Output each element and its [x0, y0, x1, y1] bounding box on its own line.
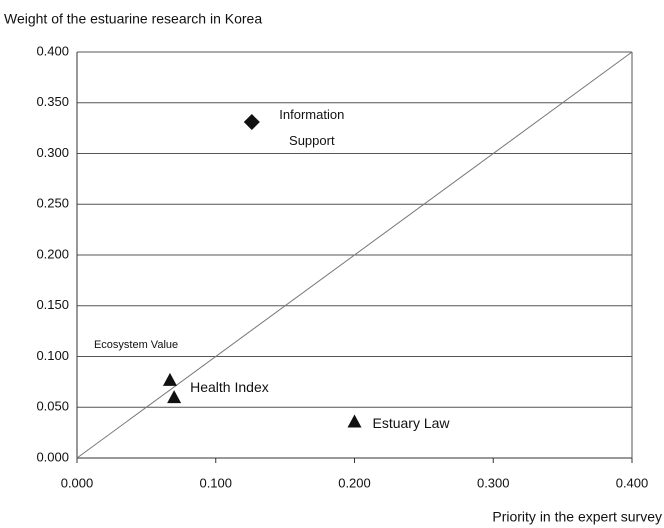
x-tick-label: 0.200: [338, 475, 371, 490]
y-tick-label: 0.300: [36, 145, 69, 160]
y-tick-label: 0.250: [36, 196, 69, 211]
point-label: Estuary Law: [372, 415, 450, 432]
point: [167, 390, 182, 404]
y-axis-label: Weight of the estuarine research in Kore…: [4, 11, 262, 27]
point: [162, 372, 177, 386]
point-label: Information Support: [279, 107, 345, 149]
x-tick-label: 0.400: [616, 475, 649, 490]
y-tick-label: 0.100: [36, 348, 69, 363]
x-tick-label: 0.000: [61, 475, 94, 490]
point-label: Health Index: [190, 379, 269, 396]
x-tick-label: 0.300: [477, 475, 510, 490]
y-tick-label: 0.350: [36, 94, 69, 109]
reference-line: [76, 51, 633, 459]
y-tick-label: 0.050: [36, 399, 69, 414]
x-axis-label: Priority in the expert survey: [492, 509, 662, 525]
y-tick-label: 0.000: [36, 449, 69, 464]
point: [243, 114, 260, 131]
point: [347, 414, 362, 428]
y-tick-label: 0.400: [36, 43, 69, 58]
y-tick-label: 0.150: [36, 297, 69, 312]
y-tick-label: 0.200: [36, 246, 69, 261]
point-label: Ecosystem Value: [93, 338, 179, 351]
x-tick-label: 0.100: [199, 475, 232, 490]
